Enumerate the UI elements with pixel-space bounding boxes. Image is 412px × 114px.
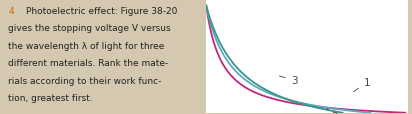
Text: rials according to their work func-: rials according to their work func-: [8, 76, 162, 85]
Text: V: V: [212, 0, 220, 2]
Text: tion, greatest first.: tion, greatest first.: [8, 93, 93, 102]
Text: Photoelectric effect: Figure 38-20: Photoelectric effect: Figure 38-20: [26, 7, 178, 16]
Text: 1: 1: [353, 77, 370, 92]
Text: 3: 3: [279, 75, 297, 85]
Text: 2: 2: [327, 109, 338, 114]
Text: 4: 4: [8, 7, 14, 16]
Text: gives the stopping voltage V versus: gives the stopping voltage V versus: [8, 24, 171, 33]
Text: the wavelength λ of light for three: the wavelength λ of light for three: [8, 41, 164, 50]
Text: different materials. Rank the mate-: different materials. Rank the mate-: [8, 59, 169, 68]
